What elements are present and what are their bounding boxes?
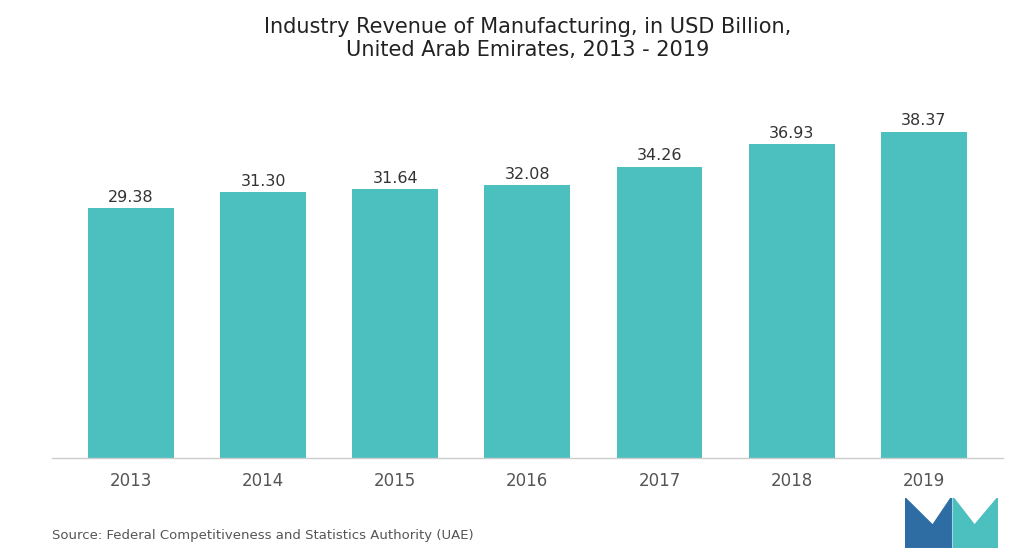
Text: 31.30: 31.30 — [240, 173, 285, 188]
Bar — [881, 132, 967, 458]
Bar — [353, 189, 438, 458]
Text: 34.26: 34.26 — [637, 148, 682, 163]
Text: 32.08: 32.08 — [505, 167, 550, 182]
Polygon shape — [905, 498, 951, 548]
Bar — [88, 209, 174, 458]
Bar — [749, 144, 834, 458]
Bar — [616, 167, 702, 458]
Polygon shape — [953, 498, 998, 548]
Bar — [484, 186, 571, 458]
Title: Industry Revenue of Manufacturing, in USD Billion,
United Arab Emirates, 2013 - : Industry Revenue of Manufacturing, in US… — [264, 17, 791, 60]
Text: 38.37: 38.37 — [901, 113, 946, 129]
Text: 29.38: 29.38 — [109, 190, 154, 205]
Text: 31.64: 31.64 — [372, 170, 418, 186]
Bar — [220, 192, 306, 458]
Text: Source: Federal Competitiveness and Statistics Authority (UAE): Source: Federal Competitiveness and Stat… — [52, 529, 474, 542]
Text: 36.93: 36.93 — [769, 126, 814, 141]
